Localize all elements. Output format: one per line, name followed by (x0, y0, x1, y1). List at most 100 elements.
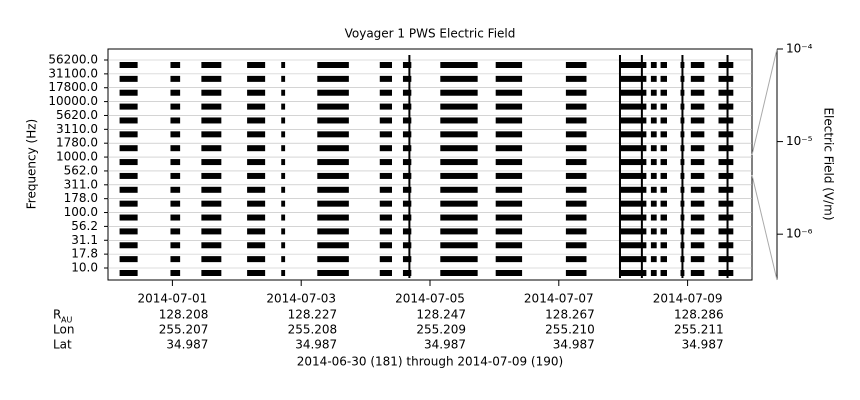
data-segment (281, 256, 286, 263)
data-segment (650, 256, 657, 263)
data-segment (650, 200, 657, 207)
data-segment (201, 242, 222, 249)
x-tick-label: 2014-07-07 (524, 292, 594, 306)
data-segment (170, 159, 181, 166)
data-segment (565, 62, 587, 68)
data-segment (660, 186, 667, 193)
ephemeris-value: 255.211 (674, 323, 724, 337)
data-segment (402, 131, 412, 138)
ephemeris-value: 255.209 (416, 323, 466, 337)
data-segment (317, 242, 349, 249)
data-segment (379, 145, 393, 152)
data-segment (650, 117, 657, 124)
y-tick-label: 17.8 (71, 247, 98, 261)
data-segment (281, 172, 286, 179)
data-segment (201, 228, 222, 235)
data-segment (495, 117, 523, 124)
data-segment (281, 62, 286, 68)
y-tick-label: 10000.0 (48, 94, 98, 108)
data-segment (170, 145, 181, 152)
data-segment (440, 131, 478, 138)
data-segment (402, 256, 412, 263)
data-segment (402, 145, 412, 152)
data-segment (495, 270, 523, 276)
data-segment (718, 117, 734, 124)
data-segment (170, 270, 181, 276)
data-segment (660, 172, 667, 179)
data-segment (495, 159, 523, 166)
data-segment (440, 62, 478, 68)
data-segment (379, 75, 393, 82)
data-segment (281, 117, 286, 124)
data-segment (660, 62, 667, 68)
data-segment (619, 200, 647, 207)
data-segment (660, 75, 667, 82)
data-segment (619, 89, 647, 96)
ephemeris-label: Lon (53, 323, 74, 337)
data-segment (317, 117, 349, 124)
data-segment (317, 228, 349, 235)
data-segment (379, 214, 393, 221)
data-segment (650, 103, 657, 110)
data-segment (690, 75, 705, 82)
data-segment (690, 270, 705, 276)
data-segment (495, 228, 523, 235)
ephemeris-label: R (53, 308, 61, 322)
data-segment (718, 75, 734, 82)
data-segment (402, 270, 412, 276)
data-segment (201, 186, 222, 193)
x-tick-label: 2014-07-09 (653, 292, 723, 306)
data-segment (402, 89, 412, 96)
data-segment (440, 270, 478, 276)
data-segment (247, 131, 266, 138)
data-segment (660, 159, 667, 166)
y-tick-label: 5620.0 (56, 108, 98, 122)
data-segment (718, 159, 734, 166)
data-segment (247, 242, 266, 249)
data-segment (565, 159, 587, 166)
data-segment (565, 186, 587, 193)
data-segment (440, 228, 478, 235)
data-segment (281, 200, 286, 207)
x-tick-label: 2014-07-01 (138, 292, 208, 306)
data-segment (119, 117, 138, 124)
data-segment (650, 214, 657, 221)
data-segment (317, 200, 349, 207)
data-segment (495, 89, 523, 96)
data-segment (660, 131, 667, 138)
y-tick-label: 1000.0 (56, 150, 98, 164)
data-segment (690, 117, 705, 124)
data-segment (379, 159, 393, 166)
data-segment (281, 242, 286, 249)
data-segment (690, 256, 705, 263)
data-segment (170, 75, 181, 82)
ephemeris-value: 34.987 (166, 338, 208, 352)
data-segment (650, 89, 657, 96)
data-segment (660, 103, 667, 110)
data-segment (718, 62, 734, 68)
data-segment (379, 89, 393, 96)
data-segment (247, 75, 266, 82)
y2-tick-label: 10⁻⁴ (786, 42, 813, 56)
data-segment (170, 256, 181, 263)
y2-tick-label: 10⁻⁵ (786, 134, 813, 148)
connector (751, 48, 778, 156)
data-segment (718, 172, 734, 179)
data-segment (690, 62, 705, 68)
data-segment (650, 159, 657, 166)
y-tick-label: 1780.0 (56, 136, 98, 150)
data-segment (402, 228, 412, 235)
y-tick-label: 31.1 (71, 233, 98, 247)
y-tick-label: 311.0 (64, 177, 98, 191)
data-segment (379, 103, 393, 110)
data-segment (201, 89, 222, 96)
data-segment (440, 256, 478, 263)
data-segment (565, 200, 587, 207)
data-segment (201, 159, 222, 166)
data-segment (718, 200, 734, 207)
data-segment (119, 145, 138, 152)
data-segment (619, 75, 647, 82)
data-segment (317, 103, 349, 110)
data-segment (170, 228, 181, 235)
